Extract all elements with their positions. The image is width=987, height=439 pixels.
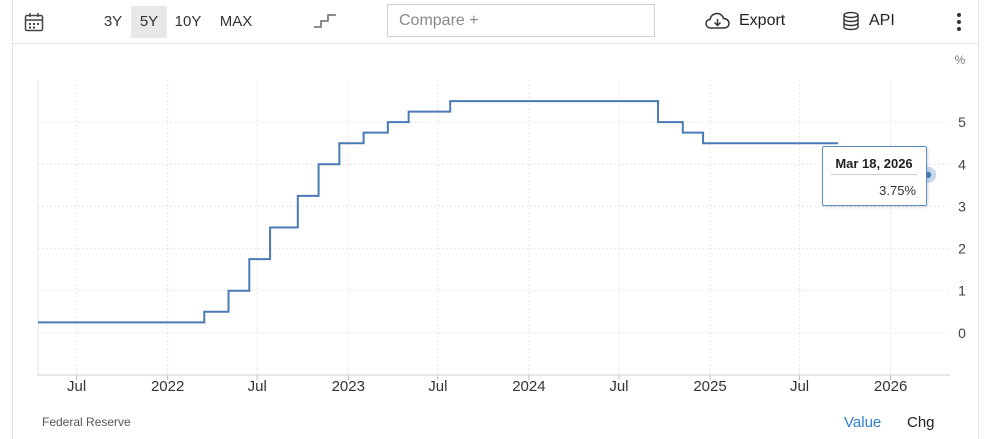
more-vertical-icon[interactable] xyxy=(956,12,962,32)
series-line xyxy=(38,100,839,324)
chart-toolbar: 3Y 5Y 10Y MAX Compare + Export API xyxy=(12,0,979,44)
export-button[interactable]: Export xyxy=(705,8,790,34)
y-axis-unit: % xyxy=(955,53,966,67)
x-tick-label: Jul xyxy=(428,378,447,395)
range-5y-button[interactable]: 5Y xyxy=(131,6,167,38)
x-tick-label: 2023 xyxy=(332,378,365,395)
value-tooltip: Mar 18, 2026 3.75% xyxy=(822,146,927,206)
chart-frame xyxy=(12,0,979,439)
range-10y-button[interactable]: 10Y xyxy=(174,13,202,30)
calendar-icon[interactable] xyxy=(24,12,44,32)
line-chart: 0 1 2 3 4 5 Jul 2022 Jul 2023 Jul 2024 Jul 2025 Jul 202… xyxy=(37,53,966,395)
database-icon xyxy=(843,11,859,31)
range-max-button[interactable]: MAX xyxy=(219,13,253,30)
tooltip-value: 3.75% xyxy=(879,183,916,198)
value-tab[interactable]: Value xyxy=(844,414,882,431)
y-tick-label: 5 xyxy=(958,114,966,130)
x-tick-label: 2025 xyxy=(693,378,726,395)
y-tick-label: 4 xyxy=(958,156,966,172)
x-tick-label: Jul xyxy=(609,378,628,395)
export-label: Export xyxy=(739,12,786,29)
x-tick-label: Jul xyxy=(248,378,267,395)
x-tick-label: 2024 xyxy=(512,378,545,395)
y-tick-label: 0 xyxy=(958,325,966,341)
chg-tab[interactable]: Chg xyxy=(907,414,935,431)
cloud-download-icon xyxy=(705,12,730,29)
x-tick-label: Jul xyxy=(790,378,809,395)
y-tick-label: 3 xyxy=(958,198,966,214)
x-tick-label: 2022 xyxy=(151,378,184,395)
api-label: API xyxy=(869,12,895,29)
api-button[interactable]: API xyxy=(842,8,902,34)
source-label: Federal Reserve xyxy=(42,415,131,429)
y-tick-label: 2 xyxy=(958,241,966,257)
range-3y-button[interactable]: 3Y xyxy=(103,13,123,30)
y-tick-label: 1 xyxy=(958,283,966,299)
compare-input[interactable]: Compare + xyxy=(387,4,655,37)
x-tick-label: Jul xyxy=(67,378,86,395)
x-tick-label: 2026 xyxy=(874,378,907,395)
tooltip-date: Mar 18, 2026 xyxy=(831,156,917,175)
step-line-icon[interactable] xyxy=(314,13,336,29)
